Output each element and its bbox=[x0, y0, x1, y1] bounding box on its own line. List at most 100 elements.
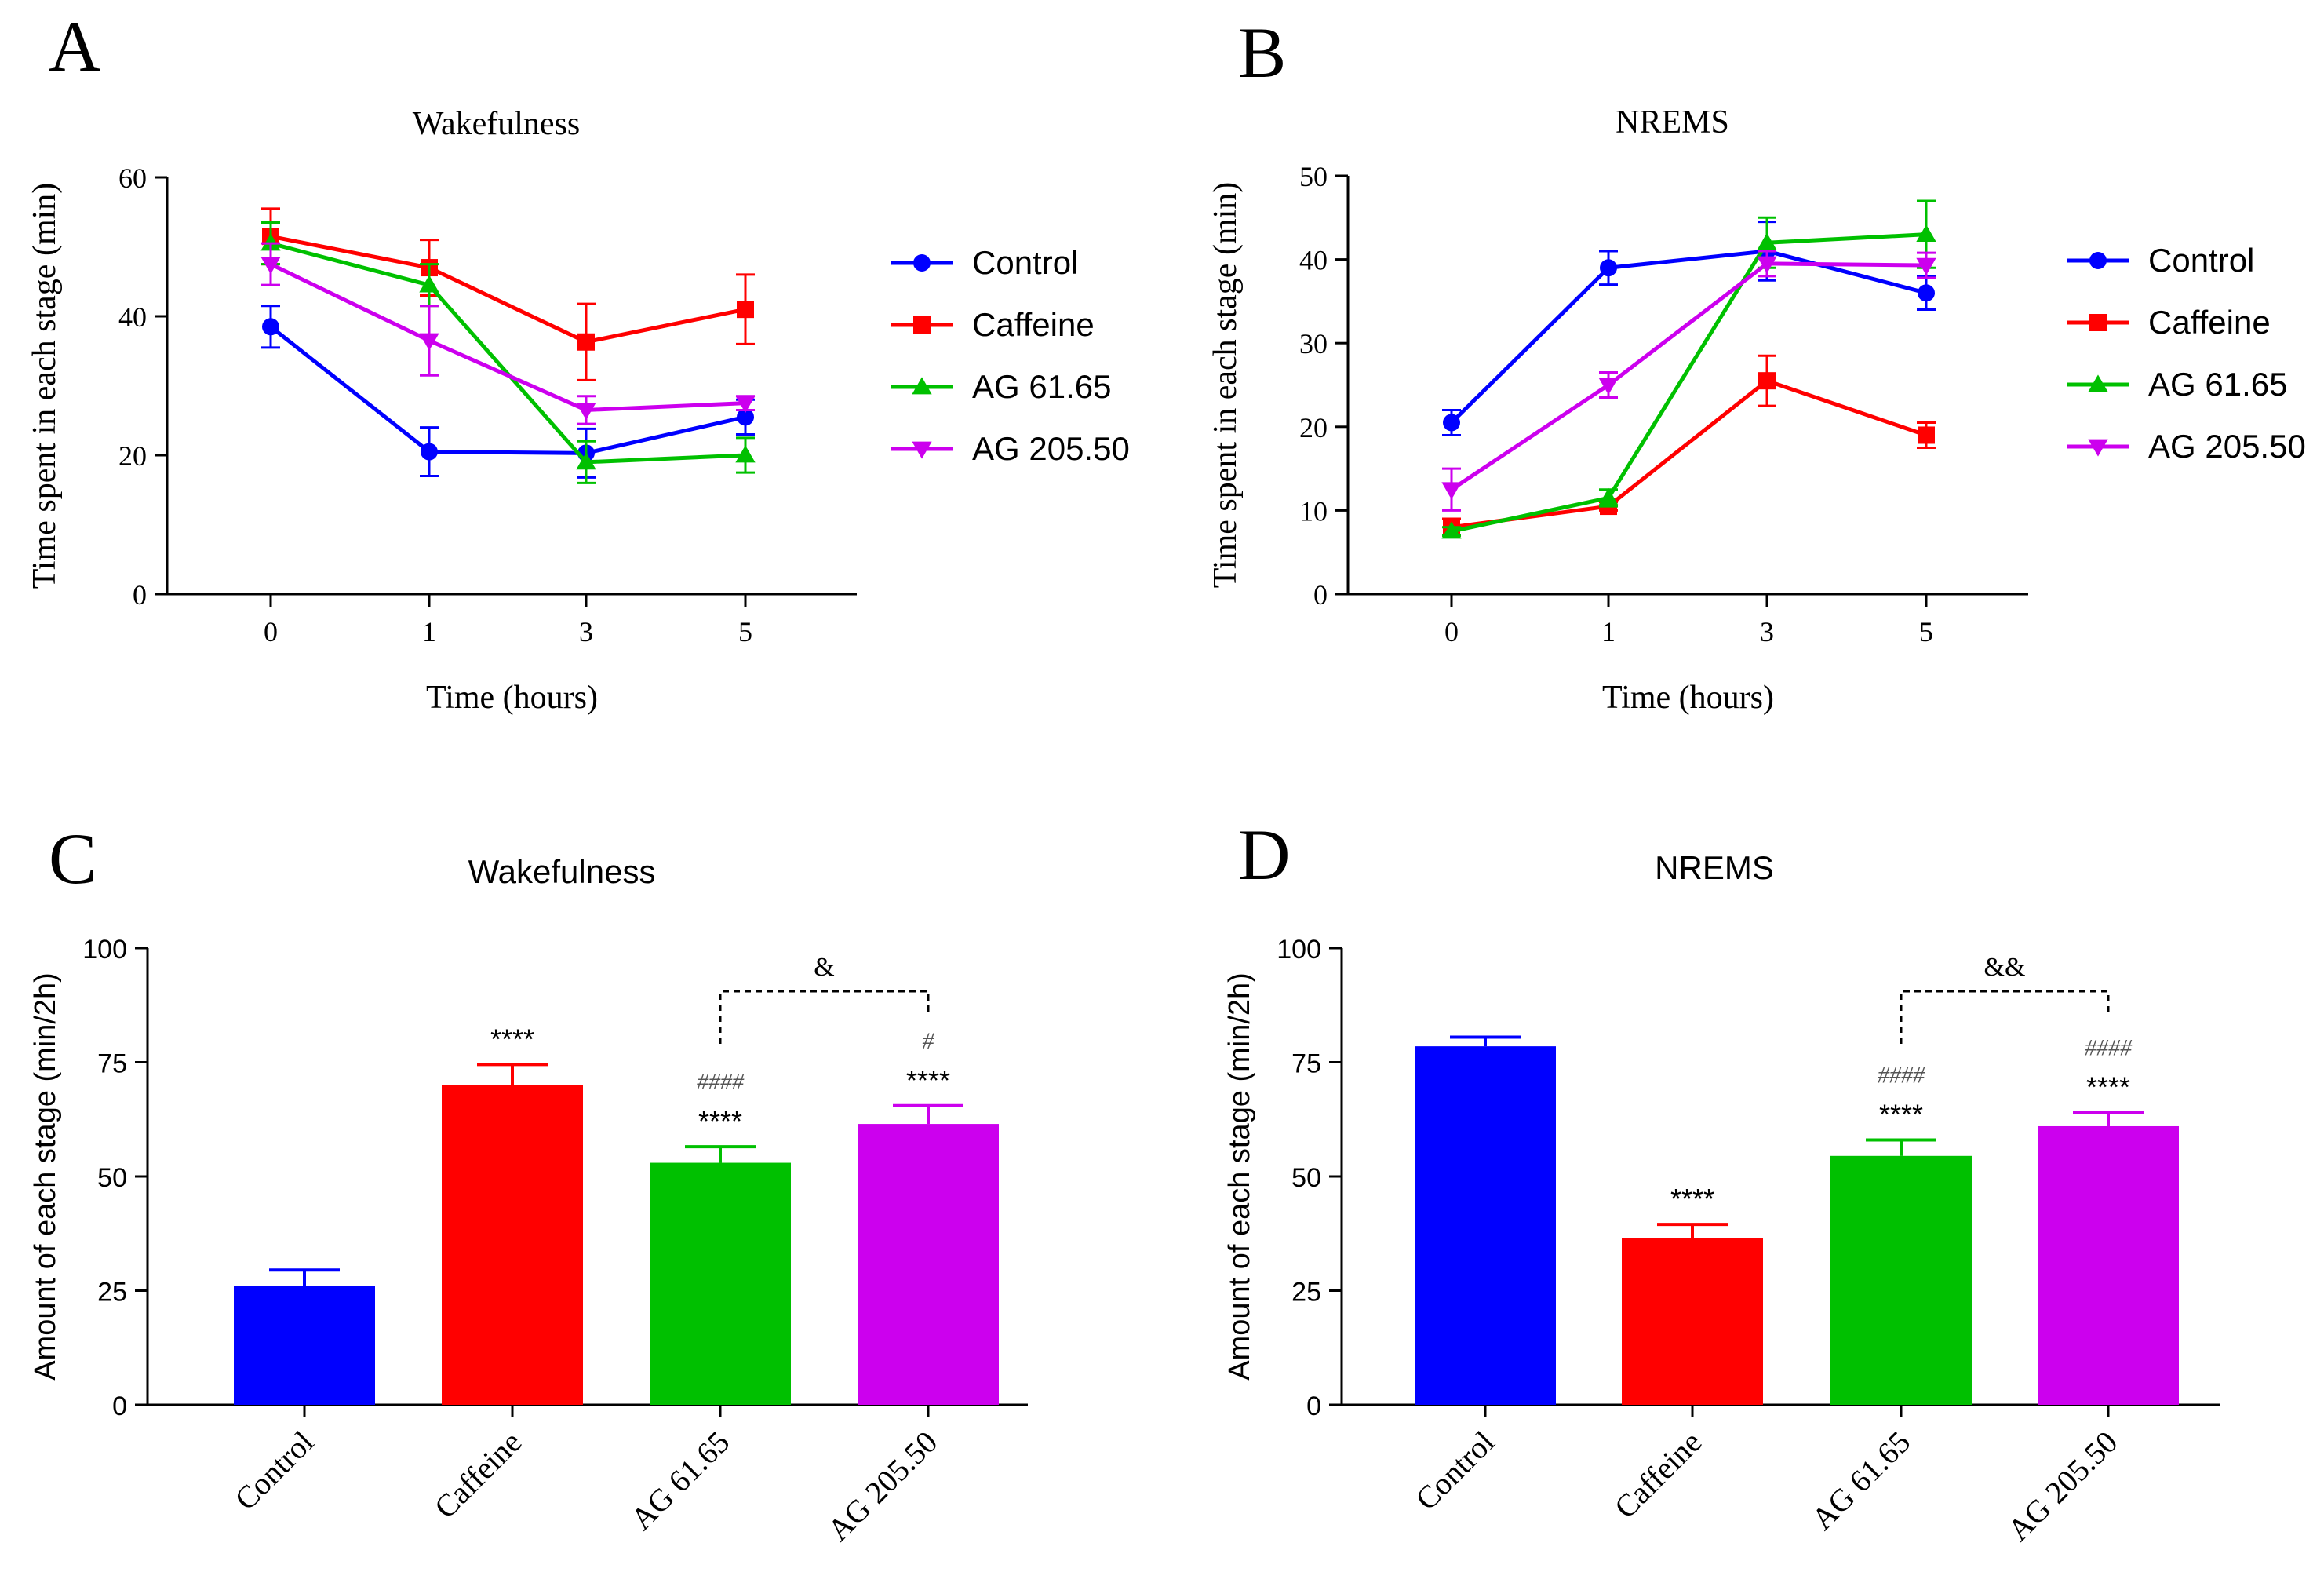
y-tick-label: 25 bbox=[97, 1278, 127, 1308]
significance-stars: **** bbox=[698, 1105, 742, 1137]
x-tick-label: Caffeine bbox=[428, 1424, 529, 1526]
legend-label: AG 205.50 bbox=[2148, 428, 2306, 465]
series-line-ag-205-50 bbox=[269, 262, 746, 412]
bar-chart-c: Wakefulness 0 25 50 75 100 Amount of each stag… bbox=[29, 853, 1028, 1548]
bar-group-ag-205-50: AG 205.50 **** # bbox=[821, 1028, 999, 1548]
bar-ag-205-50 bbox=[858, 1124, 999, 1405]
y-tick-label: 40 bbox=[118, 301, 147, 333]
legend-label: Control bbox=[972, 244, 1078, 281]
significance-hashes: #### bbox=[2085, 1035, 2133, 1061]
series-ag-205-50 bbox=[1441, 250, 1936, 512]
y-axis-title: Time spent in each stage (min) bbox=[1208, 182, 1244, 589]
data-point bbox=[1916, 257, 1936, 275]
significance-stars: **** bbox=[2086, 1071, 2130, 1103]
data-point bbox=[1441, 521, 1462, 539]
legend-label: AG 61.65 bbox=[972, 368, 1111, 405]
series-ag-61-65 bbox=[1441, 199, 1936, 539]
legend-marker bbox=[2088, 374, 2108, 392]
y-axis-title: Amount of each stage (min/2h) bbox=[1223, 972, 1256, 1381]
chart-title: NREMS bbox=[1655, 849, 1774, 886]
chart-title: Wakefulness bbox=[413, 106, 581, 142]
data-point bbox=[1918, 284, 1935, 302]
y-tick-label: 0 bbox=[1306, 1392, 1321, 1421]
legend-marker bbox=[913, 316, 931, 334]
bar-group-ag-61-65: AG 61.65 **** #### bbox=[1805, 1062, 1972, 1537]
bar-group-caffeine: Caffeine **** bbox=[1608, 1183, 1763, 1525]
data-point bbox=[419, 275, 439, 293]
y-tick-label: 0 bbox=[133, 579, 147, 611]
chart-title: Wakefulness bbox=[468, 853, 656, 890]
legend-label: Control bbox=[2148, 242, 2254, 279]
y-tick-label: 50 bbox=[97, 1163, 127, 1193]
bracket-label: && bbox=[1984, 953, 2026, 982]
data-point bbox=[576, 452, 596, 470]
series-ag-205-50 bbox=[260, 242, 756, 425]
significance-hashes: # bbox=[923, 1028, 935, 1054]
bar-chart-d: NREMS 0 25 50 75 100 Amount of each stage (min… bbox=[1223, 849, 2220, 1548]
line-chart-a: Wakefulness 0 20 40 60 0 1 3 5 Time (hours) Time s… bbox=[27, 106, 1130, 716]
bar-group-ag-61-65: AG 61.65 **** #### bbox=[624, 1069, 791, 1537]
significance-stars: **** bbox=[906, 1064, 950, 1096]
y-tick-label: 40 bbox=[1299, 245, 1328, 276]
series-ag-61-65 bbox=[260, 221, 756, 484]
line-chart-b: NREMS 0 10 20 30 40 50 0 1 3 5 Time (hours) Time spe… bbox=[1208, 104, 2306, 716]
series-line-ag-61-65 bbox=[1451, 232, 1927, 534]
significance-hashes: #### bbox=[1878, 1062, 1925, 1088]
y-tick-label: 10 bbox=[1299, 495, 1328, 527]
x-tick-label: 5 bbox=[1919, 616, 1933, 647]
significance-hashes: #### bbox=[697, 1069, 745, 1095]
x-tick-label: 3 bbox=[579, 616, 593, 647]
y-axis-title: Time spent in each stage (min) bbox=[27, 183, 63, 589]
bar-group-control: Control bbox=[228, 1268, 375, 1517]
bar-caffeine bbox=[1622, 1238, 1763, 1405]
x-tick-label: 0 bbox=[1444, 616, 1459, 647]
bracket-line bbox=[719, 990, 930, 1044]
x-tick-label: AG 61.65 bbox=[1805, 1424, 1917, 1537]
panel-label-c: C bbox=[49, 819, 97, 899]
bar-group-caffeine: Caffeine **** bbox=[428, 1023, 583, 1525]
panel-label-b: B bbox=[1238, 13, 1286, 93]
data-point bbox=[1443, 414, 1460, 432]
bar-ag-61-65 bbox=[650, 1162, 791, 1405]
significance-stars: **** bbox=[1670, 1183, 1714, 1215]
y-tick-label: 20 bbox=[118, 440, 147, 472]
series-caffeine bbox=[261, 207, 755, 381]
y-tick-label: 25 bbox=[1291, 1278, 1321, 1308]
x-tick-label: 0 bbox=[264, 616, 278, 647]
bracket-line bbox=[1900, 990, 2110, 1044]
bar-caffeine bbox=[442, 1085, 583, 1405]
x-axis-title: Time (hours) bbox=[1602, 680, 1774, 716]
y-tick-label: 60 bbox=[118, 162, 147, 194]
x-axis-title: Time (hours) bbox=[426, 680, 598, 716]
data-point bbox=[1757, 232, 1777, 250]
x-tick-label: Caffeine bbox=[1608, 1424, 1709, 1526]
y-tick-label: 50 bbox=[1299, 161, 1328, 192]
data-point bbox=[1758, 372, 1776, 390]
series-caffeine bbox=[1442, 354, 1936, 537]
panel-label-a: A bbox=[49, 6, 100, 86]
legend-marker bbox=[913, 254, 931, 272]
comparison-bracket: && bbox=[1900, 953, 2110, 1044]
chart-title: NREMS bbox=[1616, 104, 1729, 140]
data-point bbox=[421, 443, 438, 461]
legend-label: Caffeine bbox=[2148, 304, 2271, 341]
data-point bbox=[1918, 426, 1935, 444]
y-tick-label: 100 bbox=[82, 935, 127, 965]
x-tick-label: 1 bbox=[1601, 616, 1616, 647]
y-tick-label: 50 bbox=[1291, 1163, 1321, 1193]
bar-group-ag-205-50: AG 205.50 **** #### bbox=[2001, 1035, 2179, 1548]
legend-marker bbox=[912, 441, 932, 459]
legend-marker bbox=[2089, 314, 2107, 331]
data-point bbox=[735, 445, 756, 463]
x-tick-label: AG 205.50 bbox=[821, 1424, 945, 1548]
bar-ag-205-50 bbox=[2038, 1125, 2179, 1405]
series-line-control bbox=[1450, 249, 1927, 425]
bar-control bbox=[1415, 1046, 1556, 1405]
data-point bbox=[260, 233, 281, 251]
x-tick-label: AG 205.50 bbox=[2001, 1424, 2125, 1548]
series-line-caffeine bbox=[1451, 378, 1927, 530]
data-point bbox=[1600, 259, 1617, 277]
data-point bbox=[735, 396, 756, 414]
data-point bbox=[737, 301, 754, 319]
data-point bbox=[1598, 378, 1619, 396]
